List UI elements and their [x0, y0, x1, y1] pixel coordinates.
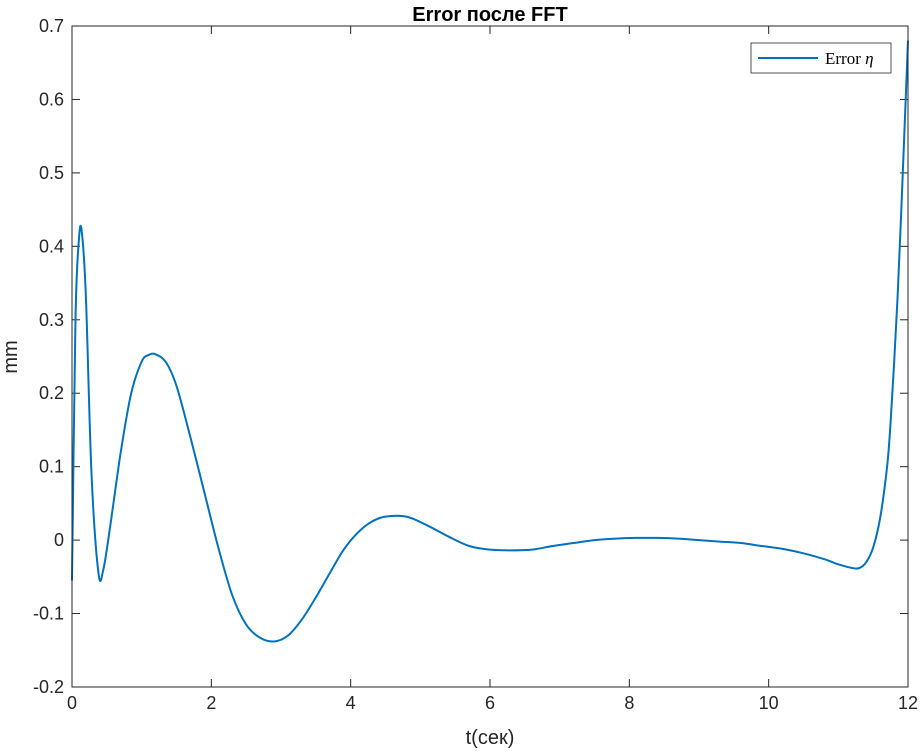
- legend-entry-symbol: η: [865, 49, 873, 68]
- y-axis-ticks: -0.2 -0.1 0 0.1 0.2 0.3 0.4 0.5 0.6 0.7: [33, 16, 908, 697]
- legend-entry: Error η: [825, 49, 874, 68]
- y-tick-label: 0.5: [39, 163, 64, 183]
- x-axis-ticks: 0 2 4 6 8 10 12: [67, 26, 918, 713]
- legend-entry-text: Error: [825, 49, 865, 68]
- plot-lines: [71, 40, 909, 643]
- y-tick-label: 0: [54, 530, 64, 550]
- plot-frame: [71, 25, 909, 688]
- y-tick-label: 0.6: [39, 89, 64, 109]
- y-axis-label: mm: [0, 340, 22, 373]
- y-tick-label: -0.1: [33, 604, 64, 624]
- x-tick-label: 10: [759, 693, 779, 713]
- series-line-error: [71, 40, 909, 643]
- y-tick-label: 0.3: [39, 310, 64, 330]
- x-axis-label: t(сек): [466, 727, 515, 749]
- y-tick-label: 0.4: [39, 236, 64, 256]
- y-tick-label: 0.1: [39, 457, 64, 477]
- chart-title: Error после FFT: [412, 4, 567, 26]
- x-tick-label: 8: [624, 693, 634, 713]
- x-tick-label: 0: [67, 693, 77, 713]
- x-tick-label: 2: [206, 693, 216, 713]
- y-tick-label: 0.7: [39, 16, 64, 36]
- x-tick-label: 12: [898, 693, 918, 713]
- x-tick-label: 6: [485, 693, 495, 713]
- legend: Error η: [750, 42, 892, 74]
- x-tick-label: 4: [346, 693, 356, 713]
- y-tick-label: 0.2: [39, 383, 64, 403]
- y-tick-label: -0.2: [33, 677, 64, 697]
